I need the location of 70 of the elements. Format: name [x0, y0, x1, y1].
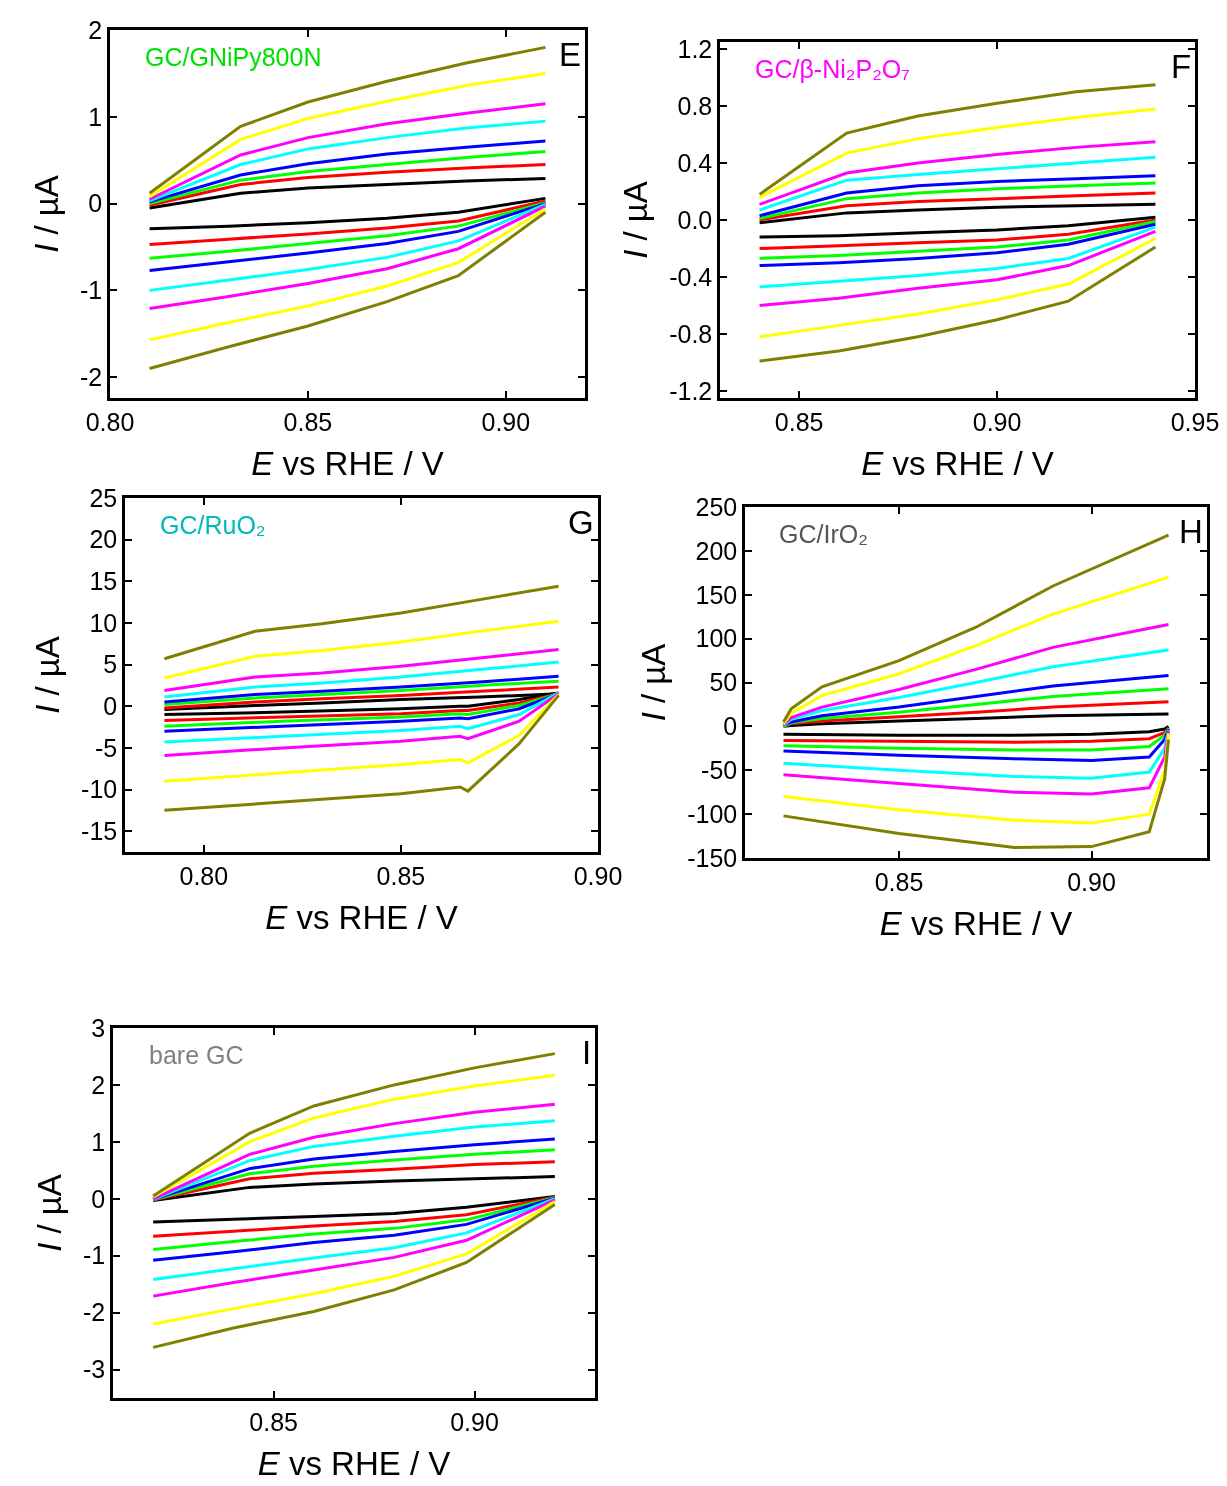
y-tick-label: -100 [687, 799, 738, 828]
y-tick-label: 0 [88, 189, 103, 218]
y-tick-label: 1 [91, 1127, 106, 1156]
y-tick-label: -2 [80, 362, 103, 391]
y-axis-title: I / µA [30, 1174, 68, 1252]
y-tick-label: -1.2 [669, 376, 713, 405]
x-tick-label: 0.90 [450, 1407, 499, 1436]
x-tick-label: 0.90 [573, 861, 623, 890]
y-tick-label: -3 [83, 1355, 106, 1384]
x-tick-label: 0.85 [874, 867, 924, 896]
y-tick-label: 0.4 [677, 148, 713, 177]
y-tick-label: -0.8 [669, 319, 713, 348]
x-tick-label: 0.85 [283, 407, 333, 436]
y-tick-label: -0.4 [669, 262, 713, 291]
annotation: H [1179, 513, 1203, 550]
x-axis-title: E vs RHE / V [879, 905, 1073, 943]
y-axis-title: I / µA [29, 636, 67, 714]
y-tick-label: -2 [83, 1298, 106, 1327]
x-tick-label: 0.90 [481, 407, 531, 436]
x-tick-label: 0.85 [376, 861, 426, 890]
x-axis-title: E vs RHE / V [257, 1445, 451, 1483]
y-tick-label: 0 [91, 1184, 106, 1213]
y-tick-label: -1 [83, 1241, 106, 1270]
y-tick-label: 1 [88, 102, 103, 131]
annotation: G [568, 504, 594, 541]
x-axis-title: E vs RHE / V [265, 899, 458, 937]
y-tick-label: -15 [81, 816, 118, 845]
y-tick-label: 15 [89, 567, 118, 596]
y-tick-label: -150 [687, 843, 738, 872]
annotation: F [1171, 48, 1192, 85]
y-axis-title: I / µA [617, 181, 655, 259]
y-tick-label: 200 [695, 536, 738, 565]
x-tick-label: 0.95 [1170, 407, 1220, 436]
y-tick-label: 5 [103, 650, 118, 679]
y-tick-label: -10 [81, 775, 118, 804]
x-tick-label: 0.85 [249, 1407, 299, 1436]
x-axis-title: E vs RHE / V [861, 445, 1054, 483]
y-tick-label: 0.0 [677, 205, 713, 234]
text: GC/GNiPy800N [145, 43, 322, 71]
text: bare GC [149, 1041, 244, 1069]
annotation: E [559, 36, 582, 73]
y-tick-label: 10 [89, 608, 118, 637]
text: GC/RuO₂ [160, 511, 266, 539]
y-tick-label: -1 [80, 276, 103, 305]
text: GC/β-Ni₂P₂O₇ [755, 55, 910, 83]
y-axis-title: I / µA [635, 643, 673, 722]
y-axis-title: I / µA [27, 175, 65, 253]
x-tick-label: 0.80 [179, 861, 229, 890]
y-tick-label: 25 [89, 483, 118, 512]
y-tick-label: 2 [88, 15, 103, 44]
x-axis-title: E vs RHE / V [251, 445, 444, 483]
x-tick-label: 0.80 [85, 407, 135, 436]
y-tick-label: 20 [89, 525, 118, 554]
y-tick-label: 2 [91, 1070, 106, 1099]
x-tick-label: 0.90 [1067, 867, 1116, 896]
y-tick-label: 150 [695, 580, 738, 609]
y-tick-label: 100 [695, 624, 738, 653]
y-tick-label: 0 [103, 691, 118, 720]
y-tick-label: -5 [95, 733, 118, 762]
text: GC/IrO₂ [779, 520, 868, 548]
y-tick-label: 250 [695, 492, 738, 521]
y-tick-label: 3 [91, 1013, 106, 1042]
annotation: I [582, 1034, 592, 1071]
y-tick-label: 1.2 [677, 34, 713, 63]
y-tick-label: -50 [701, 756, 738, 784]
x-tick-label: 0.90 [972, 407, 1022, 436]
y-tick-label: 0.8 [677, 91, 713, 120]
y-tick-label: 50 [709, 668, 738, 697]
x-tick-label: 0.85 [774, 407, 824, 436]
y-tick-label: 0 [723, 712, 738, 741]
